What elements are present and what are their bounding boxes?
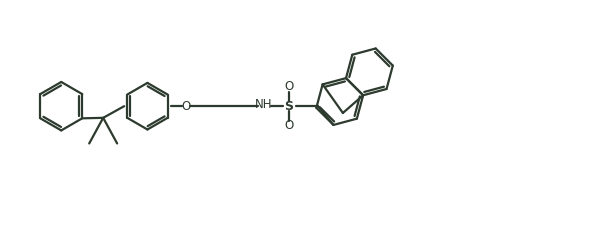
Text: O: O	[285, 80, 294, 93]
Text: O: O	[285, 119, 294, 132]
Text: S: S	[285, 100, 294, 113]
Text: O: O	[181, 100, 190, 113]
Text: NH: NH	[255, 98, 273, 111]
